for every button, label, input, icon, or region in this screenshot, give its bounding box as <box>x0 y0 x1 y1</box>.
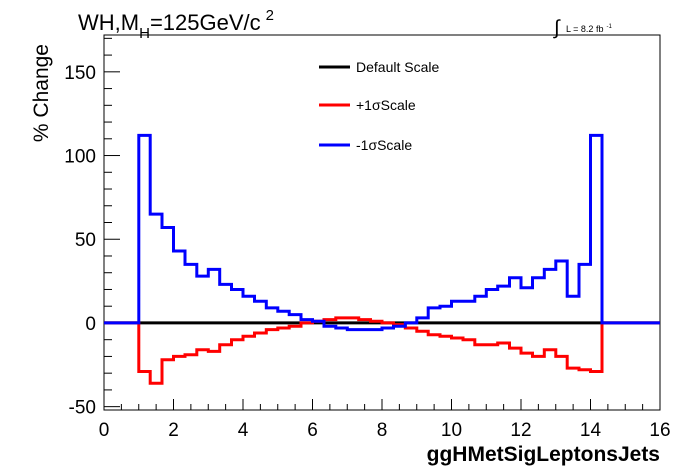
lumi-integral: ∫ <box>553 17 561 39</box>
x-axis-ticks: 0 2 4 6 8 10 12 14 16 <box>99 399 671 441</box>
x-tick-label: 4 <box>238 420 249 441</box>
x-tick-label: 2 <box>168 420 179 441</box>
y-tick-label: 150 <box>64 63 96 84</box>
x-axis-label: ggHMetSigLeptonsJets <box>427 443 660 466</box>
legend: Default Scale +1σScale -1σScale <box>319 59 439 153</box>
y-tick-label: 50 <box>75 230 96 251</box>
y-tick-label: 100 <box>64 147 96 168</box>
x-tick-label: 6 <box>307 420 318 441</box>
legend-label-0: Default Scale <box>356 59 439 75</box>
x-tick-label: 12 <box>510 420 531 441</box>
x-tick-label: 0 <box>99 420 110 441</box>
series-group <box>104 133 660 385</box>
x-tick-label: 14 <box>580 420 602 441</box>
x-tick-label: 16 <box>649 420 670 441</box>
series-line-2 <box>104 133 660 332</box>
y-tick-label: 0 <box>85 314 96 335</box>
chart-title: WH,MH=125GeV/c 2 <box>78 7 274 42</box>
y-axis-label: % Change <box>30 44 53 142</box>
x-tick-label: 8 <box>377 420 388 441</box>
y-tick-label: -50 <box>69 398 96 419</box>
legend-label-2: -1σScale <box>356 137 412 153</box>
x-tick-label: 10 <box>441 420 462 441</box>
series-line-1 <box>104 316 660 385</box>
lumi-label: L = 8.2 fb -1 <box>566 24 612 34</box>
legend-label-1: +1σScale <box>356 97 416 113</box>
y-axis-ticks: -50 0 50 100 150 <box>64 37 120 419</box>
